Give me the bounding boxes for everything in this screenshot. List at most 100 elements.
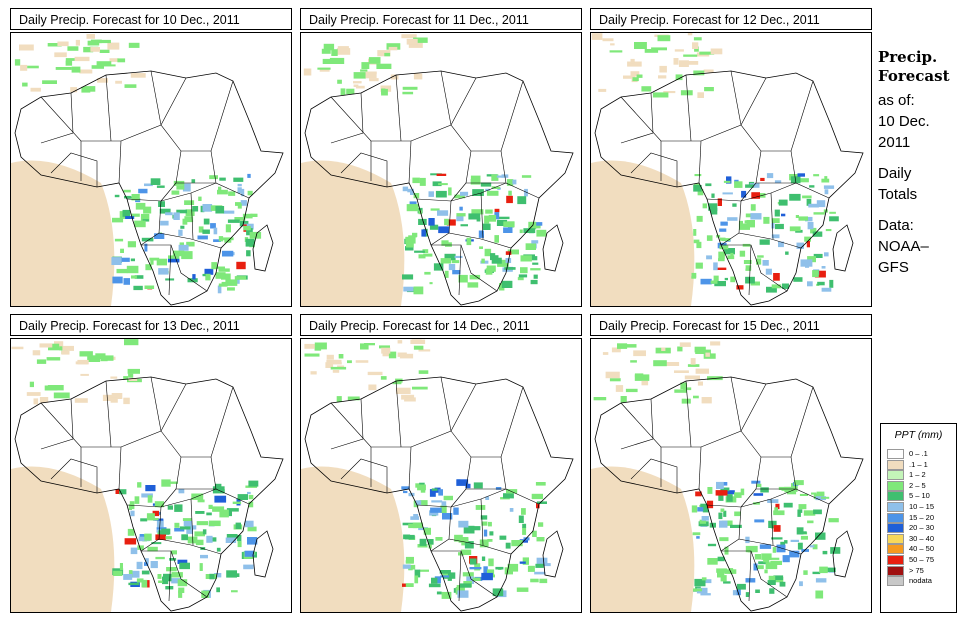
- precip-map: [300, 338, 582, 613]
- country-border: [431, 550, 498, 598]
- precip-cell: [402, 91, 414, 95]
- precip-cell: [367, 371, 383, 376]
- precip-cell: [178, 229, 183, 236]
- country-border: [190, 498, 194, 546]
- precip-cell: [408, 523, 418, 529]
- precip-cell: [180, 225, 185, 229]
- country-border: [748, 244, 752, 296]
- precip-cell: [795, 215, 799, 218]
- precip-cell: [329, 57, 345, 64]
- precip-cell: [226, 534, 238, 538]
- precip-cell: [694, 174, 702, 177]
- precip-cell: [171, 550, 177, 555]
- precip-cell: [699, 519, 707, 524]
- precip-cell: [540, 563, 551, 567]
- precip-cell: [539, 578, 548, 584]
- precip-cell: [248, 480, 259, 487]
- precip-cell: [136, 561, 143, 570]
- precip-cell: [181, 534, 188, 541]
- precip-cell: [701, 579, 712, 584]
- precip-cell: [203, 218, 210, 225]
- precip-cell: [824, 189, 829, 195]
- precip-cell: [27, 65, 39, 69]
- precip-cell: [169, 558, 177, 561]
- precip-cell: [634, 373, 644, 378]
- precip-cell: [531, 493, 543, 500]
- coastline: [14, 376, 284, 612]
- precip-cell: [141, 570, 150, 575]
- country-border: [150, 376, 162, 432]
- precip-cell: [441, 240, 449, 246]
- precip-cell: [346, 88, 355, 95]
- precip-cell: [225, 224, 231, 233]
- precip-cell: [237, 541, 242, 548]
- precip-cell: [790, 489, 798, 492]
- precip-cell: [716, 568, 728, 573]
- precip-cell: [767, 580, 776, 585]
- precip-cell: [179, 562, 190, 570]
- precip-cell: [799, 581, 803, 587]
- precip-cell: [119, 489, 127, 495]
- africa-map: [301, 339, 574, 612]
- precip-cell: [693, 185, 702, 192]
- precip-cell: [304, 353, 320, 357]
- legend-label: 40 – 50: [909, 544, 935, 554]
- legend-label: 0 – .1: [909, 449, 928, 458]
- precip-cell: [413, 345, 424, 350]
- precip-cell: [770, 560, 782, 565]
- country-border: [330, 96, 411, 142]
- precip-cell: [435, 190, 447, 198]
- precip-cell: [133, 285, 143, 291]
- precip-cell: [497, 259, 509, 267]
- precip-cell: [736, 583, 746, 590]
- legend-label: 30 – 40: [909, 533, 935, 543]
- country-border: [770, 498, 774, 546]
- precip-cell: [155, 534, 166, 540]
- precip-cell: [347, 360, 352, 364]
- precip-cell: [691, 276, 697, 279]
- precip-cell: [150, 561, 158, 569]
- precip-cell: [690, 358, 696, 365]
- precip-cell: [414, 250, 425, 253]
- precip-cell: [736, 588, 741, 596]
- country-border: [620, 398, 654, 450]
- country-border: [450, 182, 467, 202]
- precip-cell: [821, 287, 832, 292]
- precip-cell: [62, 345, 74, 351]
- precip-cell: [536, 537, 545, 542]
- precip-cell: [145, 558, 149, 563]
- precip-cell: [134, 275, 144, 279]
- country-border: [730, 70, 742, 126]
- precip-cell: [74, 398, 88, 403]
- panel-title: Daily Precip. Forecast for 10 Dec., 2011: [10, 8, 292, 30]
- precip-cell: [236, 261, 246, 270]
- precip-cell: [730, 524, 742, 528]
- country-border: [721, 550, 788, 598]
- precip-cell: [408, 235, 417, 238]
- precip-cell: [149, 257, 160, 261]
- precip-cell: [720, 575, 727, 582]
- country-border: [140, 538, 160, 552]
- legend-label: 50 – 75: [909, 554, 935, 564]
- precip-cell: [210, 223, 216, 229]
- precip-cell: [384, 52, 391, 57]
- precip-cell: [331, 49, 338, 56]
- precip-cell: [438, 489, 443, 496]
- precip-cell: [518, 515, 524, 523]
- precip-cell: [693, 395, 699, 399]
- precip-cell: [771, 234, 780, 239]
- precip-cell: [213, 227, 218, 235]
- precip-cell: [695, 491, 702, 497]
- precip-cell: [396, 387, 411, 394]
- precip-cell: [142, 219, 149, 222]
- precip-cell: [707, 558, 718, 565]
- precip-cell: [123, 376, 129, 380]
- precip-cell: [691, 505, 698, 513]
- precip-cell: [701, 577, 707, 581]
- precip-cell: [314, 342, 327, 350]
- precip-cell: [778, 486, 785, 490]
- precip-cell: [509, 508, 514, 512]
- precip-cell: [704, 87, 714, 92]
- precip-cell: [754, 565, 764, 570]
- precip-cell: [418, 254, 426, 259]
